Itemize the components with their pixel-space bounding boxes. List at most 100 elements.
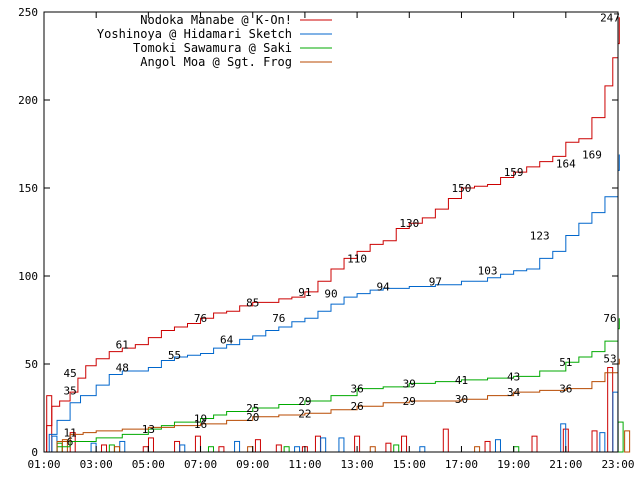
activity-bar	[338, 437, 345, 453]
data-label: 64	[220, 333, 234, 346]
series-line-4	[44, 358, 620, 453]
activity-bar	[108, 444, 115, 453]
data-label: 20	[246, 411, 259, 424]
data-label: 30	[455, 393, 468, 406]
data-label: 36	[350, 383, 363, 396]
activity-bar	[147, 437, 154, 453]
activity-bar	[419, 446, 426, 453]
data-label: 51	[559, 356, 572, 369]
data-label: 39	[403, 377, 416, 390]
data-label: 25	[246, 402, 259, 415]
data-label: 13	[142, 423, 155, 436]
x-tick-label: 17:00	[445, 458, 478, 471]
data-label: 164	[556, 157, 576, 170]
activity-bar	[119, 440, 126, 453]
activity-bar	[474, 446, 481, 453]
x-tick-label: 07:00	[184, 458, 217, 471]
x-tick-label: 21:00	[549, 458, 582, 471]
activity-bar	[494, 439, 501, 453]
data-label: 85	[246, 296, 259, 309]
lines-layer	[44, 17, 620, 453]
y-tick-label: 150	[18, 182, 38, 195]
activity-bar	[591, 430, 598, 453]
activity-bar	[401, 435, 408, 453]
x-tick-label: 13:00	[341, 458, 374, 471]
activity-bar	[114, 446, 121, 453]
legend-entry-label: Angol Moa @ Sgt. Frog	[140, 55, 292, 69]
data-label: 41	[455, 374, 468, 387]
axis-ticks-layer: 0 50 100 150 200 250 01:00 03:00 05:00 07:00 09:00…	[18, 6, 634, 471]
series-line-2	[44, 154, 620, 453]
data-label: 150	[452, 182, 472, 195]
data-label: 159	[504, 166, 524, 179]
y-tick-label: 50	[25, 358, 38, 371]
data-label: 29	[403, 395, 416, 408]
series-line-3	[44, 318, 620, 453]
activity-bar	[393, 444, 400, 453]
data-label: 26	[350, 400, 363, 413]
activity-bar	[612, 391, 619, 453]
series-line-1	[44, 17, 620, 453]
data-label: 43	[507, 370, 520, 383]
activity-bar	[513, 446, 520, 453]
data-label: 35	[63, 384, 76, 397]
data-label: 45	[63, 367, 76, 380]
activity-bar	[56, 442, 63, 453]
activity-bar	[607, 367, 614, 453]
data-label: 94	[377, 281, 391, 294]
data-label: 247	[600, 11, 620, 24]
activity-bar	[531, 435, 538, 453]
data-label: 6	[67, 435, 74, 448]
data-label: 97	[429, 275, 442, 288]
x-tick-label: 09:00	[236, 458, 269, 471]
data-label: 76	[272, 312, 285, 325]
x-tick-label: 15:00	[393, 458, 426, 471]
x-tick-label: 03:00	[80, 458, 113, 471]
x-tick-label: 23:00	[601, 458, 634, 471]
activity-bar	[247, 446, 254, 453]
activity-bar	[234, 440, 241, 453]
activity-bar	[218, 446, 225, 453]
activity-bar	[101, 444, 108, 453]
legend-entry-label: Yoshinoya @ Hidamari Sketch	[97, 27, 292, 41]
data-label: 19	[194, 413, 207, 426]
activity-bar	[442, 428, 449, 453]
activity-bar	[207, 446, 214, 453]
y-tick-label: 200	[18, 94, 38, 107]
activity-bar	[599, 432, 606, 453]
activity-bar	[385, 442, 392, 453]
data-label: 16	[194, 418, 207, 431]
data-label: 61	[116, 339, 129, 352]
activity-bar	[484, 440, 491, 453]
data-label: 29	[298, 395, 311, 408]
data-label: 110	[347, 252, 367, 265]
data-label: 36	[559, 383, 572, 396]
data-label: 169	[582, 149, 602, 162]
activity-bar	[617, 421, 624, 453]
data-label: 11	[63, 427, 76, 440]
activity-bar	[254, 439, 261, 453]
data-label: 53	[603, 353, 616, 366]
activity-bar	[90, 442, 97, 453]
activity-bar	[294, 446, 301, 453]
activity-bar	[179, 444, 186, 453]
activity-bar	[283, 446, 290, 453]
legend: Nodoka Manabe @ K-On!Yoshinoya @ Hidamar…	[97, 13, 332, 69]
data-label: 130	[399, 217, 419, 230]
data-label: 22	[298, 407, 311, 420]
y-tick-label: 100	[18, 270, 38, 283]
legend-entry-label: Tomoki Sawamura @ Saki	[133, 41, 292, 55]
data-label: 55	[168, 349, 181, 362]
plot-frame	[43, 11, 619, 453]
data-label: 91	[298, 286, 311, 299]
data-label: 76	[603, 312, 616, 325]
data-label: 123	[530, 230, 550, 243]
x-tick-label: 19:00	[497, 458, 530, 471]
y-tick-label: 0	[31, 446, 38, 459]
x-tick-label: 01:00	[27, 458, 60, 471]
activity-bar	[624, 430, 631, 453]
activity-bar	[275, 444, 282, 453]
data-label: 48	[116, 362, 129, 375]
data-label: 34	[507, 386, 521, 399]
activity-bar	[369, 446, 376, 453]
